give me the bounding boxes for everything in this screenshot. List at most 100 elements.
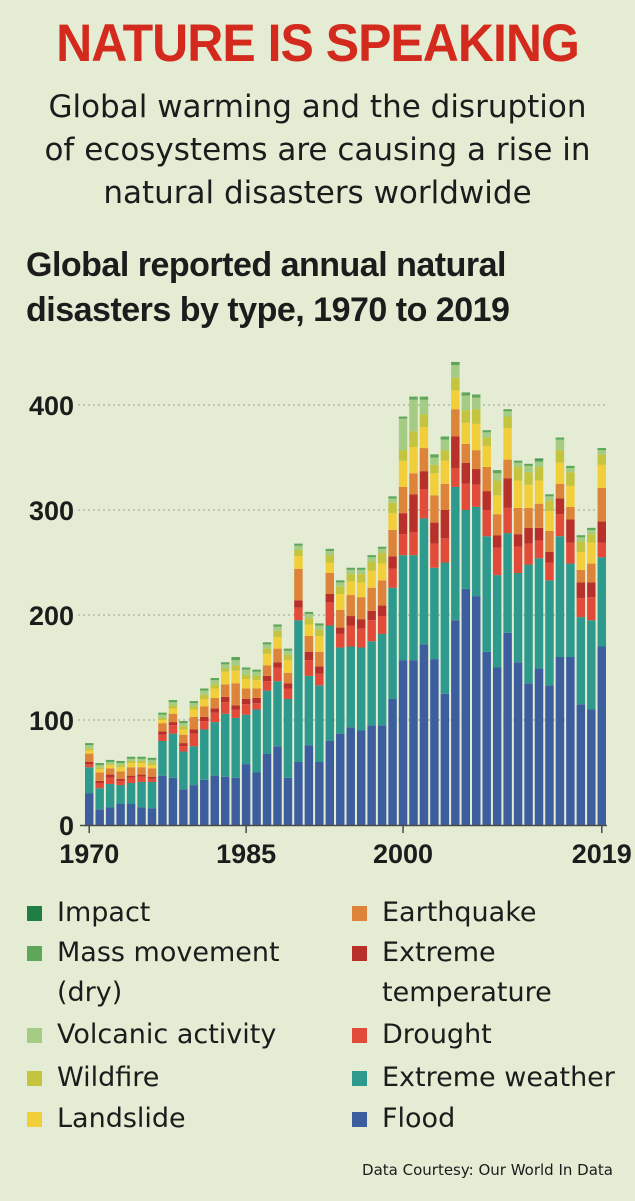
bar-segment <box>241 679 251 689</box>
bar-segment <box>273 626 282 631</box>
bar-segment <box>461 410 471 423</box>
bar-segment <box>398 555 408 661</box>
bar-segment <box>419 396 429 400</box>
y-tick-label: 400 <box>29 391 74 421</box>
y-tick-label: 200 <box>29 601 74 631</box>
legend-swatch-earthquake <box>352 906 367 921</box>
bar-segment <box>545 531 554 552</box>
bar-segment <box>189 706 199 710</box>
bar-segment <box>283 650 293 655</box>
bar-segment <box>555 439 565 451</box>
bar-segment <box>409 447 418 474</box>
bar-segment <box>576 582 586 599</box>
bar-segment <box>168 777 178 825</box>
bar-segment <box>137 767 146 775</box>
bar-segment <box>430 567 439 660</box>
bar-segment <box>220 696 230 703</box>
bar-segment <box>492 547 502 576</box>
bar-segment <box>534 458 544 460</box>
bar-segment <box>147 808 157 825</box>
bar-segment <box>472 450 481 470</box>
bar-segment <box>189 709 199 717</box>
bar-segment <box>273 637 282 649</box>
bar-segment <box>147 778 157 782</box>
bar-segment <box>576 598 586 618</box>
bar-segment <box>147 776 157 779</box>
chart-title-line-1: Global reported annual natural <box>26 246 506 284</box>
bar-segment <box>545 685 554 825</box>
bar-segment <box>346 595 355 617</box>
legend-swatch-extreme-temperature <box>352 946 367 961</box>
bar-segment <box>377 563 387 581</box>
bar-segment <box>545 562 554 581</box>
legend-label-extreme-temperature: Extreme temperature <box>382 937 552 1008</box>
bar-segment <box>566 485 575 507</box>
bar-segment <box>105 765 115 769</box>
bar-segment <box>105 759 115 762</box>
bar-segment <box>231 717 240 778</box>
bar-segment <box>252 680 261 689</box>
bar-segment <box>597 464 606 488</box>
bar-segment <box>220 668 230 672</box>
bar-segment <box>85 750 94 754</box>
bar-segment <box>451 620 460 825</box>
legend-swatch-impact <box>27 906 42 921</box>
bar-segment <box>252 703 261 710</box>
bar-segment <box>482 651 491 825</box>
bar-segment <box>304 618 314 625</box>
bar-segment <box>534 503 544 528</box>
bar-segment <box>168 722 178 726</box>
bar-segment <box>377 546 387 549</box>
bar-segment <box>430 522 439 544</box>
legend-swatch-flood <box>352 1112 367 1127</box>
bar-segment <box>597 450 606 455</box>
bar-segment <box>576 541 586 552</box>
bar-segment <box>241 699 251 705</box>
bar-segment <box>377 725 387 825</box>
bar-segment <box>492 470 502 474</box>
bar-segment <box>440 483 450 510</box>
bar-segment <box>555 514 565 537</box>
bar-segment <box>116 780 125 786</box>
bar-segment <box>534 540 544 559</box>
bar-segment <box>116 771 125 779</box>
bar-segment <box>419 518 429 645</box>
bar-segment <box>200 694 209 699</box>
bar-segment <box>158 712 167 715</box>
bar-segment <box>231 705 240 710</box>
bar-segment <box>105 774 115 778</box>
bar-segment <box>356 647 366 731</box>
bar-segment <box>262 681 272 691</box>
bar-segment <box>210 708 219 713</box>
bar-segment <box>294 549 303 557</box>
bar-segment <box>200 690 209 695</box>
bar-segment <box>158 717 167 720</box>
bar-segment <box>440 450 450 461</box>
bar-segment <box>241 714 251 765</box>
bar-segment <box>126 767 136 776</box>
legend-label-landslide: Landslide <box>57 1103 186 1134</box>
bar-segment <box>461 483 471 510</box>
bar-segment <box>315 762 324 825</box>
bar-segment <box>597 557 606 647</box>
bar-segment <box>597 454 606 465</box>
bar-segment <box>492 535 502 548</box>
bar-segment <box>545 580 554 686</box>
bar-segment <box>116 765 125 768</box>
bar-segment <box>409 399 418 432</box>
data-credit: Data Courtesy: Our World In Data <box>362 1161 613 1179</box>
bar-segment <box>576 569 586 583</box>
bar-segment <box>388 568 397 588</box>
bar-segment <box>534 527 544 541</box>
bar-segment <box>482 445 491 467</box>
bar-segment <box>388 496 397 499</box>
bar-segment <box>158 723 167 732</box>
bar-segment <box>137 760 146 764</box>
bar-segment <box>377 633 387 726</box>
bar-segment <box>105 777 115 785</box>
bar-segment <box>336 633 345 648</box>
bar-segment <box>566 563 575 657</box>
bar-segment <box>137 763 146 768</box>
bar-segment <box>220 684 230 697</box>
bar-segment <box>346 581 355 596</box>
